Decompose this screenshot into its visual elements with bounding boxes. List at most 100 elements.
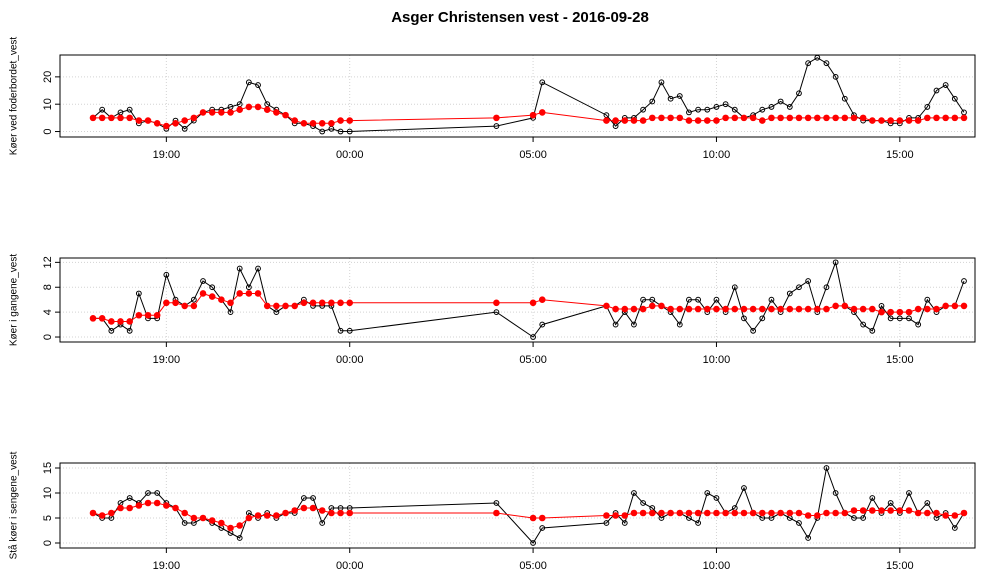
data-point [759, 106, 766, 113]
data-point [538, 514, 546, 522]
data-point [777, 305, 784, 313]
data-point [172, 504, 179, 512]
data-point [804, 305, 812, 313]
data-point [144, 311, 152, 319]
data-point [896, 507, 904, 514]
data-point [878, 117, 885, 124]
data-point [318, 120, 326, 127]
x-tick-label: 15:00 [886, 560, 914, 572]
data-point [722, 305, 729, 313]
data-point [805, 535, 812, 541]
data-point [291, 507, 299, 514]
data-point [255, 265, 261, 272]
data-point [126, 106, 133, 113]
data-point [961, 278, 967, 284]
data-point [245, 79, 252, 86]
data-point [951, 512, 959, 519]
data-point [713, 296, 720, 303]
data-point [942, 512, 949, 519]
data-point [740, 114, 748, 122]
data-point [823, 509, 830, 517]
data-point [89, 315, 97, 322]
data-point [832, 490, 839, 496]
data-point [942, 302, 949, 310]
data-point [263, 302, 271, 310]
data-point [328, 509, 335, 517]
data-point [749, 509, 757, 517]
data-point [346, 128, 353, 135]
data-point [346, 117, 354, 124]
data-point [319, 520, 326, 526]
data-point [117, 504, 124, 512]
x-tick-label: 10:00 [703, 149, 731, 161]
data-point [759, 315, 766, 322]
data-point [649, 296, 656, 303]
data-point [639, 117, 647, 124]
data-point [933, 509, 940, 517]
data-point [199, 109, 207, 116]
data-point [319, 128, 326, 135]
data-point [694, 305, 702, 313]
panel: 0 10 20 19:00 00:00 05:00 10:00 15:00 Køer ved f… [9, 37, 976, 161]
data-point [906, 315, 912, 322]
y-axis-label: Køer i gangene_vest [9, 254, 20, 347]
data-point [850, 507, 858, 514]
data-point [667, 305, 674, 313]
data-point [851, 515, 857, 521]
data-point [750, 327, 757, 334]
data-point [676, 93, 683, 99]
data-point [649, 98, 656, 105]
data-point [685, 305, 693, 313]
data-point [768, 305, 775, 313]
data-point [603, 512, 610, 519]
data-point [924, 509, 931, 517]
data-point [163, 122, 170, 130]
data-point [878, 303, 885, 309]
data-point [328, 120, 335, 127]
x-tick-label: 00:00 [336, 354, 364, 366]
data-point [796, 520, 802, 526]
y-tick-label: 4 [42, 309, 54, 315]
data-point [190, 114, 198, 122]
data-point [255, 82, 261, 88]
y-tick-label: 5 [42, 515, 54, 521]
data-point [337, 299, 344, 307]
chart-title: Asger Christensen vest - 2016-09-28 [391, 9, 649, 26]
data-point [906, 490, 912, 496]
data-point [282, 111, 289, 119]
x-tick-label: 05:00 [519, 149, 547, 161]
data-point [704, 106, 711, 113]
data-point [896, 117, 904, 124]
data-point [648, 509, 656, 517]
data-point [493, 114, 500, 122]
data-point [686, 296, 692, 303]
data-point [346, 509, 354, 517]
data-point [108, 327, 115, 334]
data-point [163, 502, 170, 509]
data-point [108, 114, 115, 122]
data-point [640, 106, 647, 113]
data-point [199, 514, 207, 522]
data-point [951, 525, 958, 531]
y-tick-label: 0 [42, 540, 54, 546]
data-point [145, 490, 151, 496]
data-point [768, 296, 775, 303]
data-point [887, 507, 894, 514]
data-point [529, 111, 537, 119]
data-point [300, 495, 307, 501]
data-point [887, 308, 894, 316]
data-point [924, 114, 931, 122]
data-point [841, 509, 849, 517]
data-point [163, 271, 170, 278]
data-point [154, 490, 161, 496]
data-point [89, 114, 97, 122]
data-point [153, 311, 161, 319]
data-point [850, 305, 858, 313]
data-point [740, 509, 748, 517]
data-point [960, 509, 968, 517]
data-point [218, 519, 225, 527]
data-point [208, 109, 216, 116]
data-point [273, 302, 280, 310]
data-point [245, 284, 252, 291]
